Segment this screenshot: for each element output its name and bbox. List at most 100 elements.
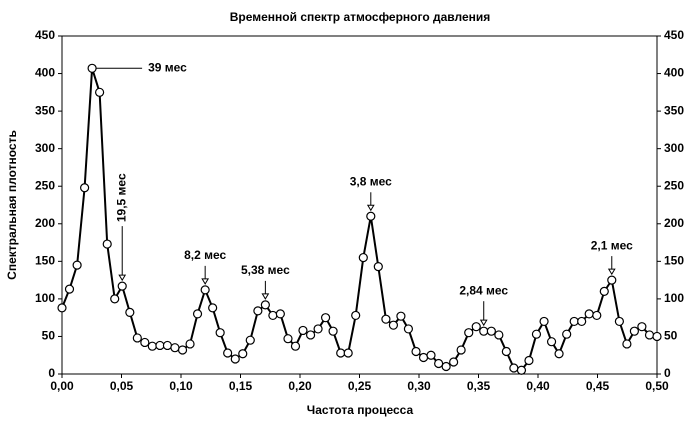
marker [238, 349, 248, 359]
x-tick-label: 0,40 [526, 379, 550, 393]
marker [524, 355, 534, 366]
x-tick-label: 0,30 [407, 379, 431, 393]
marker [102, 239, 112, 249]
x-tick-label: 0,25 [348, 379, 372, 393]
y-tick-label: 300 [35, 141, 55, 155]
annotation: 3,8 мес [350, 174, 392, 188]
marker [599, 286, 609, 296]
x-tick-label: 0,50 [645, 379, 669, 393]
marker [366, 211, 376, 221]
marker [546, 337, 557, 347]
marker [426, 350, 436, 360]
marker [155, 340, 165, 351]
marker [486, 326, 496, 336]
y-tick-label: 200 [35, 216, 55, 230]
marker [351, 310, 361, 321]
annotation-head [366, 204, 375, 212]
marker [434, 358, 444, 369]
annotation-head [261, 293, 270, 300]
marker [411, 346, 421, 357]
marker [441, 361, 451, 372]
marker [516, 365, 527, 375]
marker [200, 285, 210, 295]
marker [313, 324, 323, 334]
y2-tick-label: 250 [664, 178, 684, 192]
y-tick-label: 400 [35, 66, 55, 80]
marker [320, 313, 331, 323]
annotation-head [201, 278, 210, 285]
marker [275, 309, 285, 319]
x-tick-label: 0,45 [586, 379, 610, 393]
marker [87, 63, 97, 73]
marker [336, 348, 346, 358]
marker [125, 307, 135, 318]
annotation-head [479, 319, 488, 327]
marker [72, 260, 82, 270]
marker [253, 306, 263, 316]
marker [381, 314, 391, 324]
marker [509, 363, 519, 373]
y-tick-label: 450 [35, 28, 55, 42]
marker [192, 309, 203, 319]
marker [215, 328, 225, 338]
marker [479, 326, 489, 336]
y2-tick-label: 200 [664, 216, 684, 230]
x-tick-label: 0,00 [50, 379, 74, 393]
line [61, 68, 658, 372]
marker [501, 346, 511, 357]
marker [343, 348, 353, 358]
marker [185, 339, 195, 349]
x-tick-label: 0,20 [288, 379, 312, 393]
marker [652, 331, 662, 342]
marker [614, 316, 624, 327]
annotation: 2,1 мес [591, 238, 633, 252]
marker [177, 345, 188, 355]
annotation: 8,2 мес [184, 248, 226, 262]
y2-tick-label: 300 [664, 141, 684, 155]
marker [584, 309, 594, 319]
chart-title: Временной спектр атмосферного давления [230, 10, 491, 24]
marker [64, 284, 75, 294]
marker [117, 281, 127, 291]
marker [554, 349, 564, 359]
marker [80, 183, 90, 193]
marker [622, 339, 632, 349]
y-tick-label: 350 [35, 103, 55, 117]
annotation: 2,84 мес [459, 283, 508, 297]
y2-tick-label: 50 [664, 329, 678, 343]
marker [403, 324, 414, 334]
marker [245, 335, 255, 345]
marker [396, 311, 406, 321]
marker [388, 320, 399, 330]
marker [95, 87, 105, 97]
marker [298, 325, 308, 336]
y-axis-label: Спектральная плотность [5, 130, 19, 280]
marker [290, 341, 301, 351]
annotation: 39 мес [148, 60, 187, 74]
annotation: 19,5 мес [114, 173, 128, 222]
marker [629, 326, 639, 336]
marker [539, 316, 549, 327]
y2-tick-label: 450 [664, 28, 684, 42]
marker [471, 322, 481, 332]
annotation-head [118, 274, 127, 282]
y2-tick-label: 100 [664, 291, 684, 305]
x-tick-label: 0,35 [467, 379, 491, 393]
marker [562, 329, 572, 339]
x-axis-label: Частота процесса [307, 403, 414, 417]
y-tick-label: 50 [42, 329, 56, 343]
marker [418, 352, 429, 363]
y2-tick-label: 0 [664, 366, 671, 380]
marker [57, 303, 67, 313]
marker [358, 252, 368, 263]
marker [283, 334, 293, 344]
y-tick-label: 150 [35, 254, 55, 268]
x-tick-label: 0,10 [169, 379, 193, 393]
marker [456, 345, 466, 355]
x-tick-label: 0,05 [110, 379, 134, 393]
y-tick-label: 0 [48, 366, 55, 380]
marker [132, 333, 142, 343]
marker [223, 348, 233, 358]
